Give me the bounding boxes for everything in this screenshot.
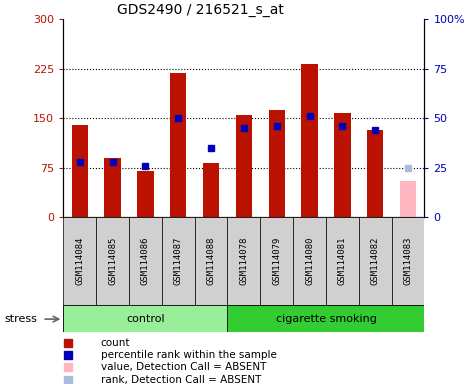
Bar bbox=[301, 64, 318, 217]
Bar bbox=[235, 115, 252, 217]
Text: GSM114087: GSM114087 bbox=[174, 237, 183, 285]
Text: GSM114088: GSM114088 bbox=[206, 237, 216, 285]
Bar bbox=[227, 305, 424, 332]
Bar bbox=[63, 305, 227, 332]
Bar bbox=[137, 171, 153, 217]
Text: GSM114078: GSM114078 bbox=[239, 237, 249, 285]
Bar bbox=[392, 217, 424, 305]
Bar bbox=[63, 217, 96, 305]
Text: GSM114081: GSM114081 bbox=[338, 237, 347, 285]
Bar bbox=[195, 217, 227, 305]
Text: cigarette smoking: cigarette smoking bbox=[275, 314, 377, 324]
Text: count: count bbox=[100, 338, 130, 348]
Text: rank, Detection Call = ABSENT: rank, Detection Call = ABSENT bbox=[100, 375, 261, 384]
Bar bbox=[334, 113, 350, 217]
Text: GSM114084: GSM114084 bbox=[75, 237, 84, 285]
Bar bbox=[129, 217, 162, 305]
Text: percentile rank within the sample: percentile rank within the sample bbox=[100, 350, 276, 360]
Text: stress: stress bbox=[5, 314, 38, 324]
Bar bbox=[326, 217, 359, 305]
Text: GDS2490 / 216521_s_at: GDS2490 / 216521_s_at bbox=[117, 3, 284, 17]
Bar bbox=[170, 73, 186, 217]
Bar bbox=[293, 217, 326, 305]
Bar bbox=[359, 217, 392, 305]
Text: GSM114082: GSM114082 bbox=[371, 237, 380, 285]
Bar bbox=[268, 110, 285, 217]
Bar bbox=[260, 217, 293, 305]
Text: value, Detection Call = ABSENT: value, Detection Call = ABSENT bbox=[100, 362, 266, 372]
Text: GSM114080: GSM114080 bbox=[305, 237, 314, 285]
Bar bbox=[162, 217, 195, 305]
Text: GSM114079: GSM114079 bbox=[272, 237, 281, 285]
Bar bbox=[104, 158, 121, 217]
Text: GSM114083: GSM114083 bbox=[403, 237, 413, 285]
Bar bbox=[72, 125, 88, 217]
Text: GSM114085: GSM114085 bbox=[108, 237, 117, 285]
Bar bbox=[96, 217, 129, 305]
Bar bbox=[203, 163, 219, 217]
Text: GSM114086: GSM114086 bbox=[141, 237, 150, 285]
Bar bbox=[367, 130, 383, 217]
Text: control: control bbox=[126, 314, 165, 324]
Bar bbox=[227, 217, 260, 305]
Bar bbox=[400, 181, 416, 217]
